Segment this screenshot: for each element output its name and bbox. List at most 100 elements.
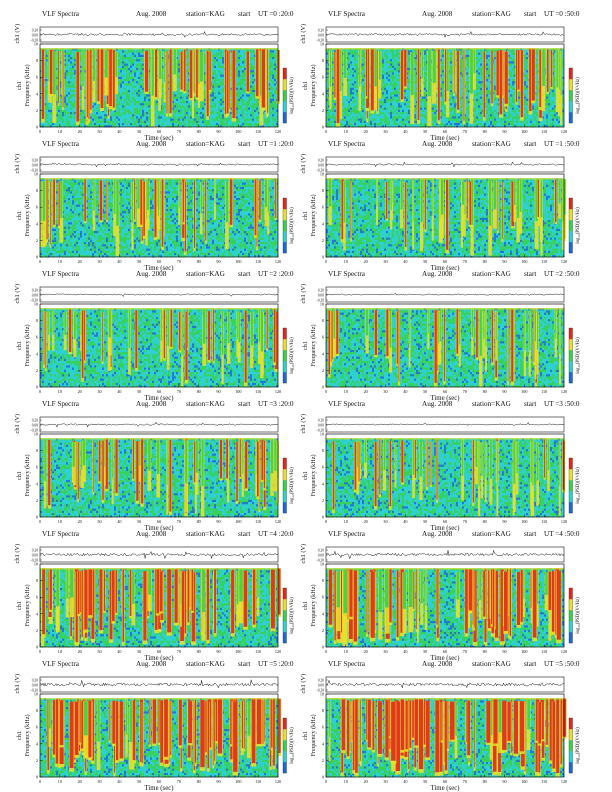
spectrogram-cell: [140, 55, 142, 57]
spectrogram-cell: [214, 66, 216, 68]
spectrogram-cell: [132, 99, 134, 101]
spectrogram-cell: [70, 94, 72, 96]
spectrogram-cell: [124, 121, 126, 123]
spectrogram-cell: [214, 103, 216, 105]
spectrogram-cell: [202, 101, 204, 103]
spectrogram-cell: [74, 55, 76, 57]
spectrogram-cell: [236, 99, 238, 101]
spectrogram-cell: [82, 116, 84, 118]
spectrogram-cell: [186, 97, 188, 99]
spectrogram-cell: [178, 64, 180, 66]
spectrogram-cell: [174, 99, 176, 101]
spectrogram-cell: [72, 57, 74, 59]
spectrogram-cell: [162, 108, 164, 110]
spectrogram-cell: [178, 55, 180, 57]
spectrogram-cell: [170, 119, 172, 121]
spectrogram-cell: [140, 108, 142, 110]
spectrogram-cell: [242, 77, 244, 79]
spectrogram-cell: [106, 121, 108, 123]
spectrogram-cell: [168, 116, 170, 118]
spectrogram-cell: [212, 64, 214, 66]
spectrogram-cell: [70, 116, 72, 118]
spectrogram-cell: [82, 112, 84, 114]
spectrogram-cell: [208, 121, 210, 123]
spectrogram-cell: [138, 119, 140, 121]
spectrogram-cell: [216, 55, 218, 57]
spectrogram-cell: [216, 116, 218, 118]
spectrogram-cell: [178, 61, 180, 63]
spectrogram-cell: [142, 64, 144, 66]
spectrogram-cell: [220, 123, 222, 125]
spectrogram-cell: [178, 110, 180, 112]
spectrogram-cell: [102, 116, 104, 118]
spectrogram-cell: [66, 70, 68, 72]
spectrogram-cell: [122, 81, 124, 83]
spectrogram-cell: [174, 97, 176, 99]
spectrogram-cell: [118, 103, 120, 105]
spectrogram-cell: [122, 68, 124, 70]
spectrogram-cell: [124, 88, 126, 90]
spectrogram-cell: [140, 83, 142, 85]
spectrogram-cell: [240, 75, 242, 77]
panel-station: station=KAG: [186, 10, 225, 18]
spectrogram-cell: [92, 110, 94, 112]
spectrogram-cell: [126, 110, 128, 112]
spectrogram-cell: [190, 116, 192, 118]
spectrogram-cell: [180, 110, 182, 112]
spectrogram-cell: [120, 114, 122, 116]
spectrogram-cell: [68, 112, 70, 114]
spectrogram-cell: [120, 83, 122, 85]
spectrogram-cell: [218, 110, 220, 112]
spectrogram-cell: [64, 99, 66, 101]
spectrogram-cell: [214, 123, 216, 125]
spectrogram-cell: [96, 116, 98, 118]
spectrogram-cell: [126, 92, 128, 94]
spectrogram-cell: [70, 112, 72, 114]
spectrogram-cell: [186, 123, 188, 125]
spectrogram-cell: [162, 114, 164, 116]
spectrogram-cell: [142, 105, 144, 107]
spectrogram-cell: [182, 105, 184, 107]
spectrogram-cell: [142, 72, 144, 74]
spectrogram-cell: [122, 75, 124, 77]
spectrogram-cell: [164, 119, 166, 121]
spectrogram-cell: [238, 105, 240, 107]
spectrogram-cell: [126, 77, 128, 79]
spectrogram-cell: [180, 116, 182, 118]
spectrogram-cell: [126, 75, 128, 77]
spectrogram-cell: [184, 112, 186, 114]
spectrogram-cell: [60, 101, 62, 103]
spectrogram-cell: [138, 88, 140, 90]
spectrogram-cell: [132, 70, 134, 72]
spectrogram-cell: [142, 112, 144, 114]
spectrogram-cell: [176, 114, 178, 116]
spectrogram-cell: [96, 121, 98, 123]
spectrogram-cell: [46, 108, 48, 110]
spectrogram-cell: [138, 92, 140, 94]
spectrogram-cell: [236, 88, 238, 90]
spectrogram-cell: [118, 123, 120, 125]
spectrogram-cell: [134, 121, 136, 123]
spectrogram-cell: [132, 50, 134, 52]
spectrogram-cell: [132, 86, 134, 88]
spectrogram-cell: [66, 94, 68, 96]
spectrogram-cell: [174, 103, 176, 105]
spectrogram-cell: [238, 101, 240, 103]
spectrogram-cell: [140, 59, 142, 61]
spectrogram-cell: [130, 64, 132, 66]
spectrogram-cell: [236, 123, 238, 125]
spectrogram-cell: [94, 123, 96, 125]
spectrogram-cell: [68, 83, 70, 85]
spectrogram-cell: [142, 114, 144, 116]
spectrogram-cell: [216, 75, 218, 77]
spectrogram-cell: [236, 94, 238, 96]
spectrogram-cell: [178, 81, 180, 83]
spectrogram-cell: [172, 119, 174, 121]
spectrogram-cell: [222, 83, 224, 85]
spectrogram-cell: [142, 99, 144, 101]
spectrogram-cell: [136, 66, 138, 68]
spectrogram-cell: [212, 105, 214, 107]
spectrogram-cell: [118, 97, 120, 99]
spectrogram-cell: [120, 86, 122, 88]
